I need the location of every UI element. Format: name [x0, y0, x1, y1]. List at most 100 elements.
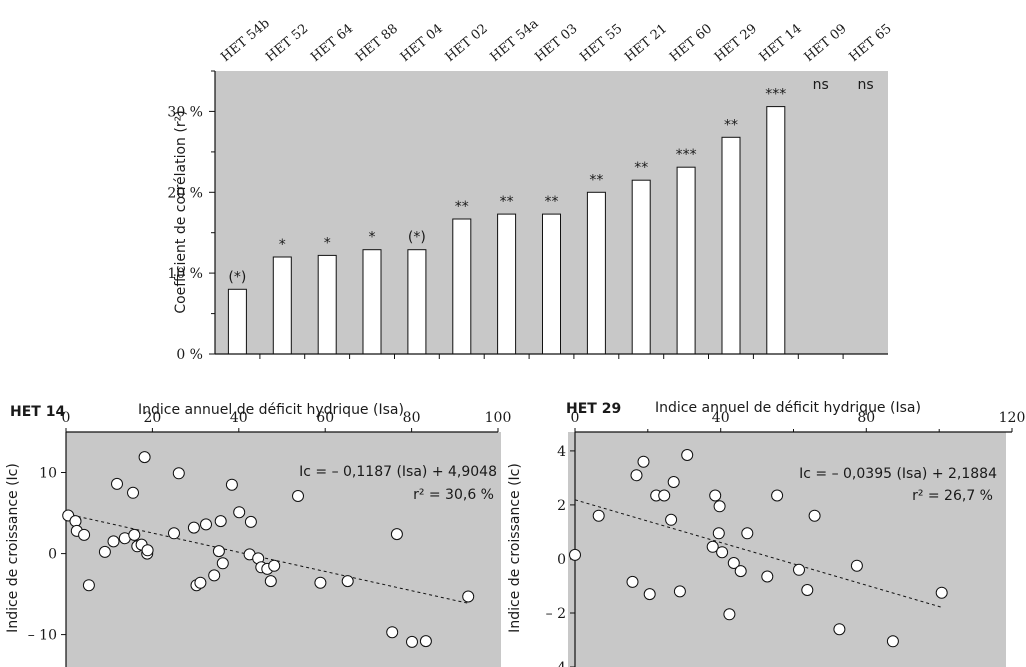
bar [722, 137, 740, 354]
x-tick-label: 0 [62, 410, 71, 426]
x-tick-label: 80 [403, 410, 421, 426]
bar [677, 167, 695, 354]
data-point [570, 549, 581, 560]
data-point [794, 564, 805, 575]
data-point [169, 528, 180, 539]
y-tick-label: 4 [557, 444, 566, 460]
data-point [213, 546, 224, 557]
category-label: HET 88 [353, 21, 401, 65]
y-axis-label: Indice de croissance (Ic) [507, 463, 523, 633]
data-point [129, 529, 140, 540]
significance-label: ** [545, 194, 559, 210]
significance-label: *** [765, 87, 786, 103]
data-point [674, 586, 685, 597]
bar [543, 214, 561, 354]
regression-equation: Ic = – 0,0395 (Isa) + 2,1884 [799, 466, 997, 482]
data-point [245, 516, 256, 527]
y-axis-label: Indice de croissance (Ic) [5, 463, 21, 633]
bar [228, 289, 246, 354]
category-label: HET 02 [443, 21, 491, 65]
data-point [234, 507, 245, 518]
significance-label: ** [634, 160, 648, 176]
bar [587, 192, 605, 354]
data-point [936, 587, 947, 598]
scatter-het29: HET 29 Indice annuel de déficit hydrique… [507, 400, 1025, 667]
data-point [407, 636, 418, 647]
r-squared: r² = 26,7 % [912, 488, 993, 504]
significance-label: * [279, 237, 286, 253]
x-axis-label: Indice annuel de déficit hydrique (Isa) [655, 400, 921, 416]
x-tick-label: 20 [143, 410, 161, 426]
scatter-het14: HET 14 Indice annuel de déficit hydrique… [5, 402, 511, 667]
bar [498, 214, 516, 354]
data-point [226, 479, 237, 490]
data-point [315, 577, 326, 588]
x-tick-label: 80 [857, 410, 875, 426]
significance-label: ns [858, 77, 874, 93]
x-tick-label: 0 [571, 410, 580, 426]
data-point [83, 580, 94, 591]
y-axis-label: Coefficient de corrélation (r²) [173, 110, 189, 313]
data-point [293, 491, 304, 502]
significance-label: ** [724, 117, 738, 133]
data-point [108, 536, 119, 547]
category-label: HET 55 [577, 21, 625, 65]
data-point [772, 490, 783, 501]
y-tick-label: 0 [557, 552, 566, 568]
data-point [79, 529, 90, 540]
bar [408, 250, 426, 354]
category-label: HET 54b [218, 16, 272, 65]
category-label: HET 60 [667, 21, 715, 65]
data-point [70, 516, 81, 527]
y-tick-label: – 10 [28, 628, 57, 644]
x-tick-label: 60 [316, 410, 334, 426]
bar [632, 180, 650, 354]
panel-label: HET 14 [10, 404, 65, 420]
y-tick-label: 2 [557, 498, 566, 514]
category-label: HET 21 [622, 21, 670, 65]
category-label: HET 14 [757, 21, 805, 65]
bar [363, 250, 381, 354]
data-point [714, 501, 725, 512]
r-squared: r² = 30,6 % [413, 487, 494, 503]
significance-label: (*) [408, 230, 426, 246]
data-point [201, 519, 212, 530]
data-point [834, 624, 845, 635]
data-point [644, 589, 655, 600]
category-label: HET 65 [847, 21, 895, 65]
bar [767, 107, 785, 354]
data-point [463, 591, 474, 602]
data-point [195, 577, 206, 588]
data-point [668, 477, 679, 488]
y-tick-label: – 4 [546, 660, 566, 667]
x-tick-label: 120 [999, 410, 1026, 426]
x-axis-label: Indice annuel de déficit hydrique (Isa) [138, 402, 404, 418]
significance-label: ** [500, 194, 514, 210]
y-tick-label: 0 [48, 547, 57, 563]
data-point [209, 570, 220, 581]
data-point [269, 560, 280, 571]
category-label: HET 09 [802, 21, 850, 65]
data-point [742, 528, 753, 539]
bar-chart: (*)* * * (*)** ** **************ns ns HET 54bH… [167, 16, 894, 363]
y-tick-label: 10 [39, 466, 57, 482]
data-point [627, 576, 638, 587]
category-label: HET 29 [712, 21, 760, 65]
significance-label: * [324, 235, 331, 251]
data-point [342, 576, 353, 587]
data-point [139, 452, 150, 463]
data-point [802, 585, 813, 596]
data-point [638, 456, 649, 467]
category-label: HET 54a [488, 16, 542, 65]
y-tick-label: 0 % [176, 347, 203, 363]
data-point [217, 558, 228, 569]
significance-label: ** [455, 199, 469, 215]
data-point [724, 609, 735, 620]
data-point [887, 636, 898, 647]
data-point [112, 478, 123, 489]
bar [318, 255, 336, 354]
x-tick-label: 40 [712, 410, 730, 426]
data-point [851, 560, 862, 571]
data-point [682, 450, 693, 461]
